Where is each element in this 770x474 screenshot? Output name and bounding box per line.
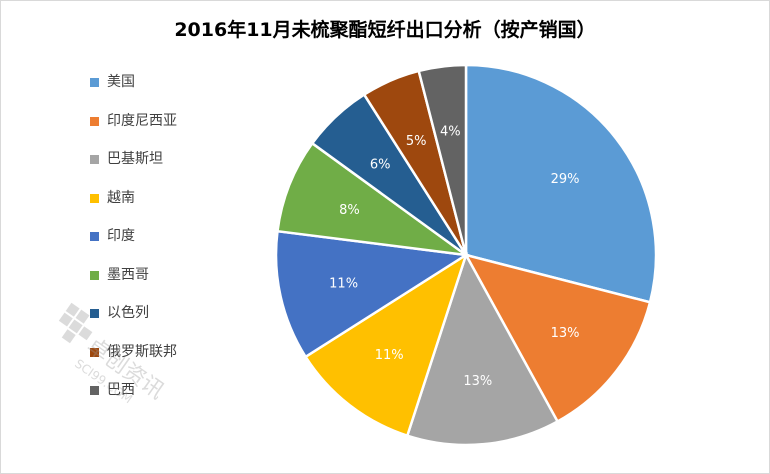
legend-label: 以色列 <box>107 305 149 321</box>
legend-item: 美国 <box>90 73 177 112</box>
legend: 美国印度尼西亚巴基斯坦越南印度墨西哥以色列俄罗斯联邦巴西 <box>90 73 177 420</box>
legend-item: 印度尼西亚 <box>90 112 177 151</box>
pie-slice <box>417 63 468 256</box>
legend-item: 巴基斯坦 <box>90 150 177 189</box>
slice-label: 13% <box>463 374 492 389</box>
pie-slice <box>464 63 658 304</box>
legend-label: 巴基斯坦 <box>107 151 163 167</box>
legend-label: 印度 <box>107 228 135 244</box>
legend-label: 俄罗斯联邦 <box>107 343 177 360</box>
legend-swatch <box>90 270 99 280</box>
slice-label: 29% <box>551 172 580 187</box>
slice-label: 4% <box>440 125 461 140</box>
legend-item: 巴西 <box>90 381 177 420</box>
pie-slice <box>303 252 469 438</box>
pie-slice <box>276 141 467 257</box>
legend-swatch <box>90 386 99 395</box>
legend-swatch <box>90 116 99 126</box>
pie-slice <box>463 253 652 424</box>
legend-swatch <box>90 193 99 203</box>
legend-item: 印度 <box>90 227 177 266</box>
watermark-logo: 卓创资讯 SCI99.COM <box>58 302 168 406</box>
slice-label: 13% <box>551 326 580 341</box>
legend-label: 巴西 <box>107 382 135 398</box>
legend-label: 越南 <box>107 189 135 206</box>
legend-swatch <box>90 232 99 241</box>
legend-item: 俄罗斯联邦 <box>90 343 177 382</box>
legend-item: 以色列 <box>90 304 177 343</box>
legend-item: 墨西哥 <box>90 266 177 305</box>
slice-label: 11% <box>375 348 404 363</box>
legend-swatch <box>90 78 99 87</box>
slice-label: 11% <box>329 276 358 291</box>
slice-label: 6% <box>370 158 391 173</box>
legend-swatch <box>90 309 99 318</box>
legend-label: 印度尼西亚 <box>107 112 177 129</box>
pie-slice <box>405 251 560 447</box>
legend-swatch <box>90 347 99 357</box>
slice-label: 8% <box>339 203 360 218</box>
legend-label: 墨西哥 <box>107 266 149 283</box>
legend-label: 美国 <box>107 74 135 90</box>
chart-title: 2016年11月未梳聚酯短纤出口分析（按产销国） <box>174 19 596 41</box>
legend-item: 越南 <box>90 189 177 228</box>
slice-label: 5% <box>406 134 427 149</box>
pie-slice <box>274 229 470 359</box>
legend-swatch <box>90 155 99 164</box>
